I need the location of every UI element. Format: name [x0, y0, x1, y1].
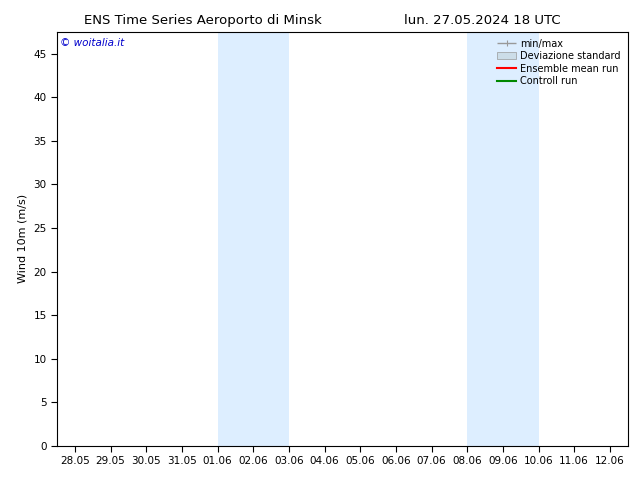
- Legend: min/max, Deviazione standard, Ensemble mean run, Controll run: min/max, Deviazione standard, Ensemble m…: [495, 37, 623, 88]
- Bar: [467, 32, 538, 446]
- Text: © woitalia.it: © woitalia.it: [60, 38, 124, 48]
- Bar: [217, 32, 289, 446]
- Y-axis label: Wind 10m (m/s): Wind 10m (m/s): [18, 195, 28, 283]
- Text: ENS Time Series Aeroporto di Minsk: ENS Time Series Aeroporto di Minsk: [84, 14, 321, 27]
- Text: lun. 27.05.2024 18 UTC: lun. 27.05.2024 18 UTC: [403, 14, 560, 27]
